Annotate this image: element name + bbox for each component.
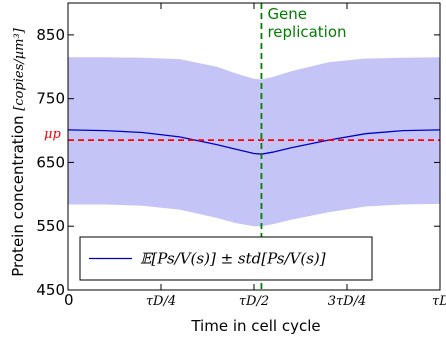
x-axis-label: Time in cell cycle (190, 317, 320, 335)
x-tick-label: τD/2 (239, 294, 269, 309)
y-axis-label: Protein concentration [copies/µm³] (9, 27, 27, 276)
x-tick-label: 0 (64, 291, 74, 309)
y-tick-label: 450 (36, 281, 65, 299)
legend-label: 𝔼[Ps/V(s)] ± std[Ps/V(s)] (140, 250, 326, 268)
y-tick-label: 650 (36, 153, 65, 171)
y-tick-label: 550 (36, 217, 65, 235)
legend: 𝔼[Ps/V(s)] ± std[Ps/V(s)] (80, 237, 372, 280)
x-tick-label: 3τD/4 (328, 294, 367, 309)
mu-p-label: μp (44, 127, 61, 142)
y-axis-label-unit: [copies/µm³] (12, 27, 27, 110)
gene-replication-annotation: replication (267, 23, 346, 41)
y-axis-label-main: Protein concentration (9, 111, 27, 277)
x-tick-label: τD (432, 294, 446, 309)
x-tick-label: τD/4 (146, 294, 176, 309)
gene-replication-annotation: Gene (267, 5, 307, 23)
y-tick-label: 850 (36, 26, 65, 44)
y-tick-label: 750 (36, 90, 65, 108)
std-band (68, 57, 440, 226)
